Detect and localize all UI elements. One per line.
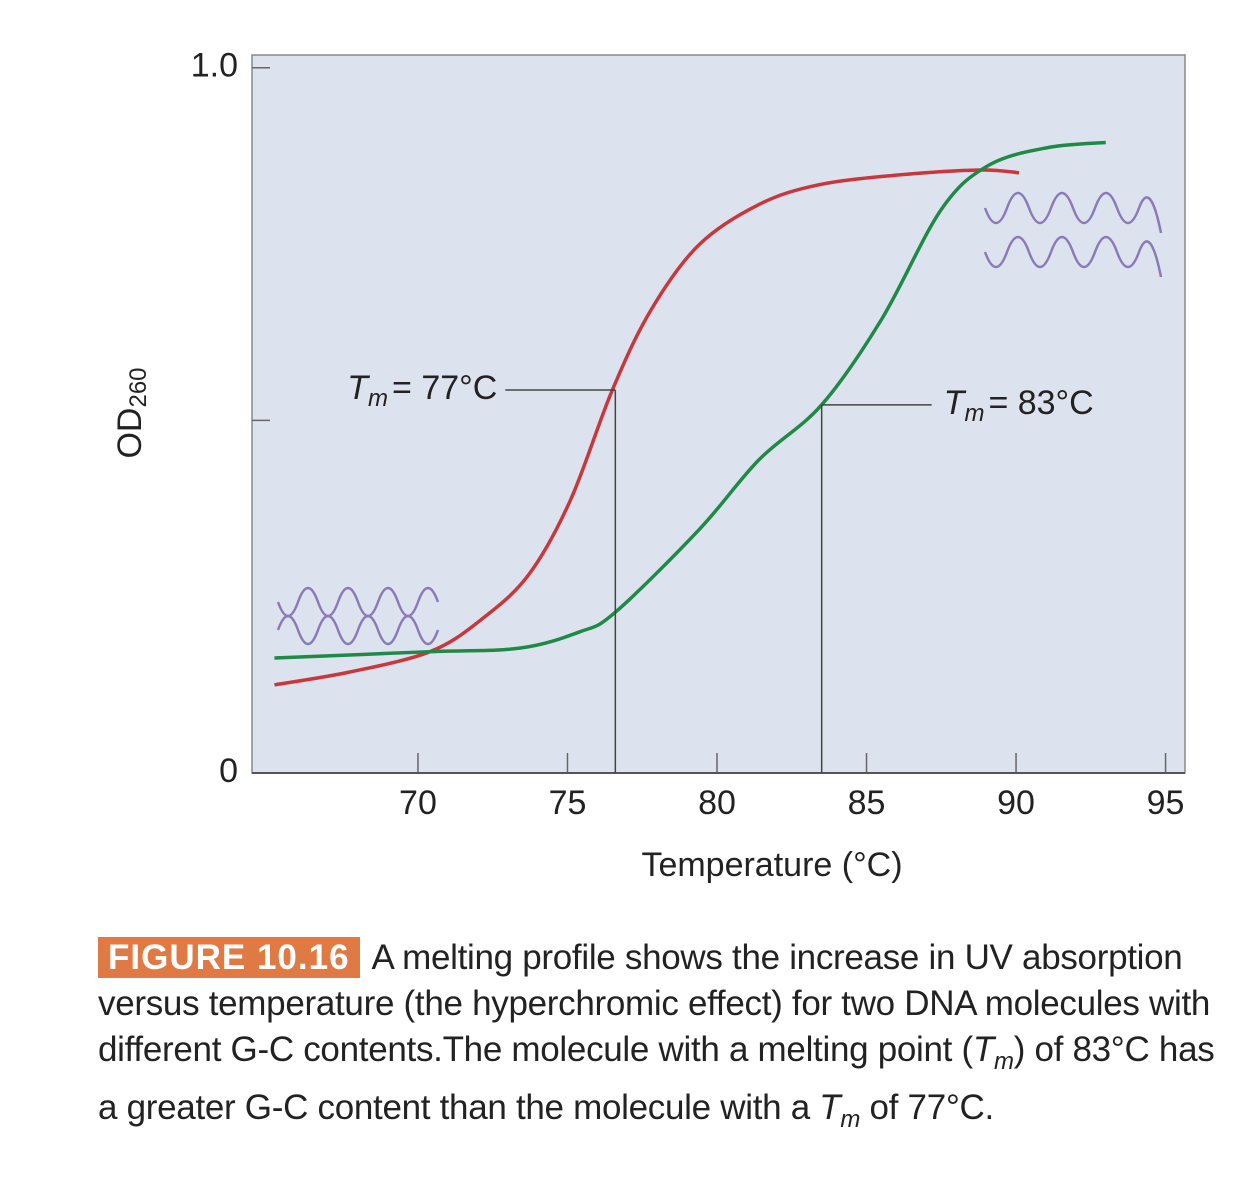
caption-text: A melting profile shows the increase in … bbox=[98, 938, 1211, 1069]
x-axis-label: Temperature (°C) bbox=[641, 846, 902, 884]
chart: OD260 Temperature (°C) 0 1.0 70 75 80 85 90 95 T… bbox=[111, 47, 1186, 884]
caption-sub: m bbox=[840, 1106, 861, 1133]
tm-label: Tm = 83°C bbox=[944, 384, 1094, 427]
y-tick-label: 1.0 bbox=[191, 47, 238, 85]
tm-sub: m bbox=[368, 385, 388, 412]
x-tick-label: 80 bbox=[698, 784, 736, 822]
figure-label: FIGURE 10.16 bbox=[98, 937, 360, 978]
x-tick-label: 75 bbox=[549, 784, 587, 822]
caption: FIGURE 10.16 A melting profile shows the … bbox=[98, 935, 1223, 1143]
y-axis-label-text: OD260 bbox=[111, 367, 152, 458]
tm-sub: m bbox=[964, 400, 984, 427]
tm-value: = 77°C bbox=[392, 369, 497, 407]
caption-symbol: T bbox=[972, 1030, 994, 1069]
y-tick-label: 0 bbox=[219, 752, 238, 790]
x-tick-label: 95 bbox=[1147, 784, 1185, 822]
x-tick-label: 90 bbox=[997, 784, 1035, 822]
y-label-main: OD bbox=[111, 408, 149, 459]
tm-symbol: T bbox=[347, 369, 370, 407]
dna-single-strands bbox=[983, 191, 1163, 278]
tm-symbol: T bbox=[944, 384, 967, 422]
tm-label: Tm = 77°C bbox=[347, 369, 497, 412]
caption-sub: m bbox=[993, 1048, 1014, 1075]
series-line bbox=[274, 140, 1106, 660]
caption-text: of 77°C. bbox=[860, 1088, 995, 1127]
caption-text: ) of 83°C has a greater G-C content than… bbox=[98, 1030, 1215, 1127]
tm-value: = 83°C bbox=[988, 384, 1093, 422]
x-tick-label: 85 bbox=[848, 784, 886, 822]
y-axis-label: OD260 bbox=[111, 367, 152, 458]
y-label-sub: 260 bbox=[125, 367, 152, 407]
caption-symbol: T bbox=[819, 1088, 841, 1127]
x-tick-label: 70 bbox=[399, 784, 437, 822]
dna-double-helix bbox=[276, 586, 440, 646]
